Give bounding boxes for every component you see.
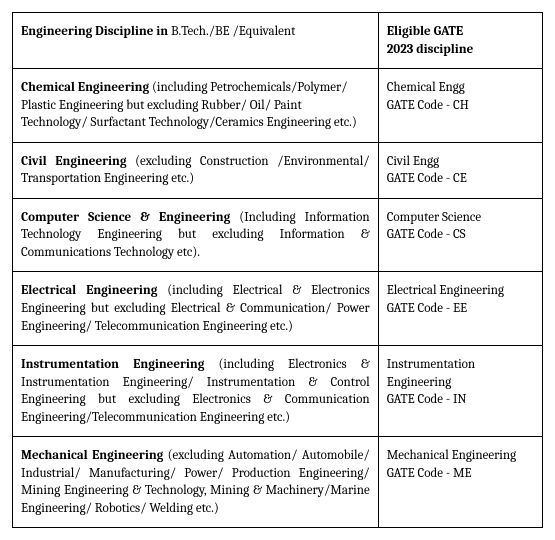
gate-name: Computer Science <box>387 209 534 227</box>
gate-code: GATE Code - ME <box>387 465 534 483</box>
table-row: Electrical Engineering (including Electr… <box>13 272 543 346</box>
gate-name: Instrumentation Engineering <box>387 356 534 391</box>
gate-code: GATE Code - CH <box>387 97 534 115</box>
header-discipline-bold: Engineering Discipline in <box>21 24 171 39</box>
gate-code: GATE Code - EE <box>387 300 534 318</box>
gate-code: GATE Code - CE <box>387 170 534 188</box>
table-row: Chemical Engineering (including Petroche… <box>13 69 543 143</box>
discipline-title: Chemical Engineering <box>21 80 152 95</box>
table-row: Instrumentation Engineering (including E… <box>13 346 543 437</box>
discipline-title: Instrumentation Engineering <box>21 357 218 372</box>
discipline-cell: Instrumentation Engineering (including E… <box>13 346 379 437</box>
discipline-cell: Chemical Engineering (including Petroche… <box>13 69 379 143</box>
table-header-row: Engineering Discipline in B.Tech./BE /Eq… <box>13 13 543 69</box>
discipline-title: Mechanical Engineering <box>21 448 168 463</box>
gate-cell: Civil EnggGATE Code - CE <box>378 142 542 198</box>
discipline-title: Civil Engineering <box>21 154 135 169</box>
table-row: Civil Engineering (excluding Constructio… <box>13 142 543 198</box>
header-gate: Eligible GATE 2023 discipline <box>378 13 542 69</box>
discipline-title: Electrical Engineering <box>21 283 167 298</box>
discipline-cell: Electrical Engineering (including Electr… <box>13 272 379 346</box>
header-gate-line1: Eligible GATE <box>387 23 534 41</box>
header-discipline-rest: B.Tech./BE /Equivalent <box>171 24 295 39</box>
gate-code: GATE Code - IN <box>387 391 534 409</box>
header-discipline: Engineering Discipline in B.Tech./BE /Eq… <box>13 13 379 69</box>
gate-cell: Computer ScienceGATE Code - CS <box>378 198 542 272</box>
gate-name: Electrical Engineering <box>387 282 534 300</box>
gate-eligibility-table: Engineering Discipline in B.Tech./BE /Eq… <box>12 12 543 528</box>
gate-cell: Mechanical EngineeringGATE Code - ME <box>378 437 542 528</box>
table-row: Computer Science & Engineering (Includin… <box>13 198 543 272</box>
gate-cell: Electrical EngineeringGATE Code - EE <box>378 272 542 346</box>
table-row: Mechanical Engineering (excluding Automa… <box>13 437 543 528</box>
gate-cell: Chemical EnggGATE Code - CH <box>378 69 542 143</box>
gate-name: Mechanical Engineering <box>387 447 534 465</box>
header-gate-line2: 2023 discipline <box>387 41 534 59</box>
gate-name: Chemical Engg <box>387 79 534 97</box>
discipline-title: Computer Science & Engineering <box>21 210 239 225</box>
gate-cell: Instrumentation EngineeringGATE Code - I… <box>378 346 542 437</box>
discipline-cell: Mechanical Engineering (excluding Automa… <box>13 437 379 528</box>
gate-code: GATE Code - CS <box>387 226 534 244</box>
table-body: Engineering Discipline in B.Tech./BE /Eq… <box>13 13 543 528</box>
gate-name: Civil Engg <box>387 153 534 171</box>
discipline-cell: Computer Science & Engineering (Includin… <box>13 198 379 272</box>
discipline-cell: Civil Engineering (excluding Constructio… <box>13 142 379 198</box>
